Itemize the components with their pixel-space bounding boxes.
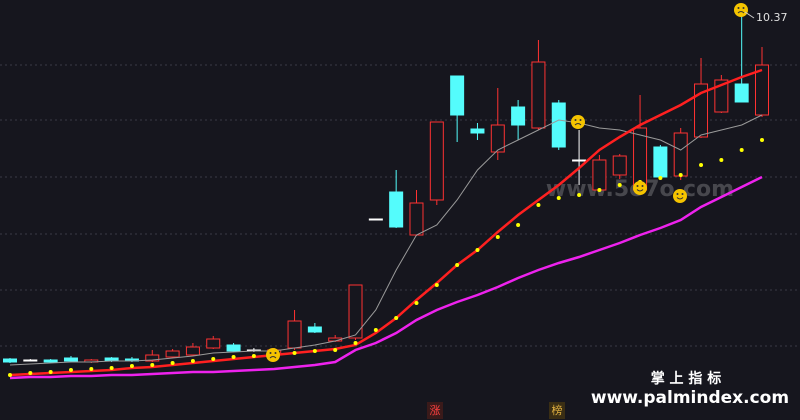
indicator-dot (109, 366, 114, 370)
indicator-dot (292, 351, 297, 355)
indicator-dot (719, 158, 724, 162)
happy-icon (673, 189, 687, 203)
indicator-dot (211, 357, 216, 361)
indicator-dot (251, 354, 256, 358)
candle-body (490, 124, 505, 153)
candle-body (3, 358, 17, 363)
indicator-dot (739, 148, 744, 152)
candle-body (714, 79, 729, 113)
indicator-dot (373, 328, 378, 332)
candle-body (511, 106, 526, 126)
sad-icon (734, 3, 748, 17)
candle-body (734, 83, 749, 103)
sad-icon (266, 348, 280, 362)
candle-body (551, 102, 566, 148)
candle-body (673, 132, 688, 177)
candle-body (23, 359, 38, 362)
indicator-dot (577, 193, 582, 197)
moving-average (9, 114, 763, 366)
watermark: www.palmindex.com (591, 388, 789, 408)
indicator-dot (475, 248, 480, 252)
candle-body (572, 159, 587, 162)
indicator-dot (617, 183, 622, 187)
high-label: 10.37 (756, 11, 788, 24)
indicator-dot (495, 235, 500, 239)
candle-body (226, 344, 241, 352)
indicator-dot (658, 176, 663, 180)
indicator-dot (699, 163, 704, 167)
happy-icon (633, 181, 647, 195)
indicator-dot (760, 138, 764, 142)
candle-body (206, 338, 221, 349)
moving-average (9, 175, 763, 380)
annotation-leader (744, 11, 755, 19)
candle-body (450, 75, 465, 116)
indicator-dot (353, 341, 358, 345)
indicator-dot (536, 203, 541, 207)
indicator-dot (28, 371, 33, 375)
watermark: 掌 上 指 标 (651, 370, 722, 387)
candle-body (531, 61, 546, 129)
sad-icon (571, 115, 585, 129)
candle-body (185, 346, 200, 356)
indicator-dot (434, 283, 439, 287)
indicator-dot (170, 361, 175, 365)
candle-body (470, 128, 485, 134)
grid (0, 64, 800, 347)
candle-body (368, 218, 383, 221)
candle-body (429, 121, 444, 201)
candle-body (287, 320, 302, 349)
signal-icons (266, 3, 748, 362)
candle-body (307, 326, 322, 333)
indicator-dot (312, 349, 317, 353)
indicator-dot (68, 368, 73, 372)
indicator-dot (333, 348, 338, 352)
indicator-dot (231, 355, 236, 359)
indicator-dot (8, 373, 12, 377)
candle-body (145, 354, 160, 362)
tag: 涨 (430, 404, 441, 417)
moving-average (9, 68, 763, 377)
indicator-dot (89, 367, 94, 371)
indicator-dot (597, 188, 602, 192)
indicator-dot (556, 196, 561, 200)
candle-body (389, 191, 404, 228)
indicator-dot (48, 370, 53, 374)
tag-box (549, 402, 565, 419)
indicator-dot (516, 223, 521, 227)
candle-body (409, 202, 424, 236)
candle-body (43, 359, 58, 363)
indicator-dot (455, 263, 460, 267)
indicator-dot (414, 301, 419, 305)
tag-box (427, 402, 443, 419)
candle-body (165, 350, 180, 358)
plot (3, 10, 769, 380)
indicator-dot (129, 364, 134, 368)
indicator-dot (150, 363, 155, 367)
candle-body (592, 159, 607, 191)
candle-body (348, 284, 363, 339)
candle-body (612, 155, 627, 176)
candle-body (63, 357, 78, 362)
indicator-dot (678, 173, 683, 177)
tag: 榜 (552, 403, 563, 417)
candle-body (694, 83, 709, 138)
indicator-dot (190, 359, 195, 363)
candle-body (653, 146, 668, 178)
indicator-dot (394, 316, 399, 320)
